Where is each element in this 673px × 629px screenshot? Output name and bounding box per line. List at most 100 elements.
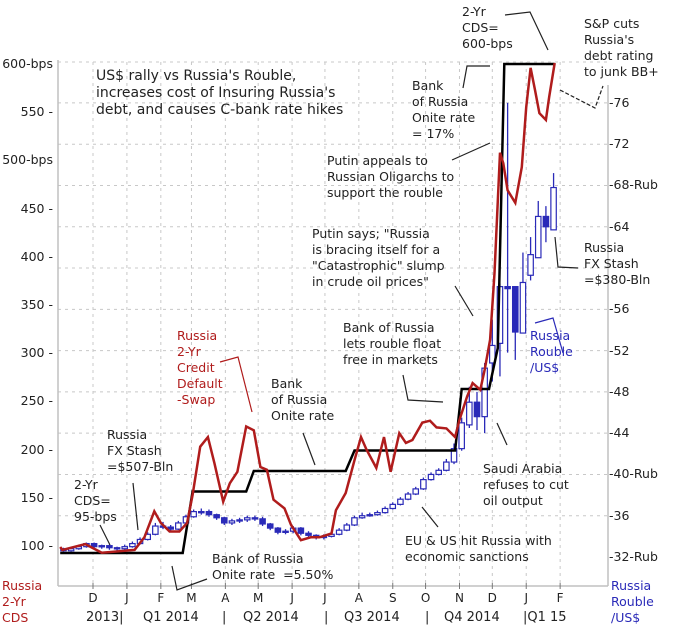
rouble-candle bbox=[236, 517, 243, 523]
candle-body bbox=[420, 479, 427, 490]
right-tick-label: -64 bbox=[609, 218, 630, 234]
candle-body bbox=[228, 520, 236, 524]
candle-body bbox=[106, 545, 113, 549]
period-label-q1-15: |Q1 15 bbox=[523, 610, 567, 625]
rouble-candle bbox=[259, 516, 266, 527]
candle-body bbox=[519, 281, 527, 334]
rouble-candle bbox=[458, 417, 465, 451]
rouble-candle bbox=[205, 509, 213, 517]
candle-body bbox=[205, 510, 213, 516]
chart-title: US$ rally vs Russia's Rouble, increases … bbox=[96, 68, 344, 118]
rouble-candle bbox=[511, 286, 519, 360]
annotation-saudi: Saudi Arabia refuses to cut oil output bbox=[483, 461, 569, 508]
right-tick-label: -68-Rub bbox=[609, 177, 658, 193]
candle-body bbox=[443, 461, 450, 471]
period-label-q3-2014: Q3 2014 bbox=[344, 610, 400, 625]
rouble-candle bbox=[519, 252, 527, 334]
rouble-candle bbox=[527, 237, 534, 281]
rouble-candle bbox=[450, 443, 458, 465]
period-separator: | bbox=[324, 610, 329, 625]
period-label-q2-2014: Q2 2014 bbox=[243, 610, 299, 625]
leader-cds-95 bbox=[99, 524, 111, 546]
candle-body bbox=[450, 448, 458, 463]
rouble-candle bbox=[404, 491, 412, 501]
rouble-candle bbox=[213, 513, 220, 520]
candle-body bbox=[366, 514, 374, 517]
candle-body bbox=[129, 542, 136, 548]
annotation-leader-lines bbox=[99, 11, 604, 591]
period-label-q4-2014: Q4 2014 bbox=[444, 610, 500, 625]
rouble-candle bbox=[420, 477, 427, 490]
rouble-candle bbox=[412, 486, 420, 496]
candle-body bbox=[190, 510, 197, 518]
left-tick-label: 350 - bbox=[20, 297, 53, 312]
rouble-candle bbox=[335, 528, 343, 536]
rouble-candle bbox=[152, 522, 159, 536]
month-label: D bbox=[487, 591, 497, 605]
leader-rouble-float bbox=[402, 374, 444, 403]
rouble-candle bbox=[358, 512, 366, 519]
leader-rouble-series bbox=[534, 317, 564, 354]
annotation-rate-550: Bank of Russia Onite rate =5.50% bbox=[212, 551, 334, 582]
candle-body bbox=[90, 542, 98, 548]
candle-body bbox=[167, 526, 174, 530]
rouble-candle bbox=[427, 472, 435, 481]
candle-body bbox=[473, 401, 481, 418]
left-tick-label: 500-bps bbox=[2, 152, 53, 168]
leader-rate-550 bbox=[171, 565, 208, 591]
annotation-putin-appeals: Putin appeals to Russian Oligarchs to su… bbox=[327, 153, 455, 200]
annotation-cds-600: 2-Yr CDS= 600-bps bbox=[462, 4, 513, 51]
rouble-candle bbox=[251, 515, 259, 521]
leader-cds-series bbox=[219, 356, 253, 413]
leader-putin-appeals bbox=[451, 142, 491, 161]
left-tick-label: 400 - bbox=[20, 248, 53, 264]
leader-fx-380 bbox=[554, 236, 579, 269]
axis-ticks bbox=[92, 583, 561, 589]
month-label: M bbox=[186, 591, 197, 605]
left-tick-label: 450 - bbox=[20, 200, 53, 216]
candle-body bbox=[243, 517, 251, 521]
rouble-candle bbox=[274, 527, 282, 535]
annotation-sanctions: EU & US hit Russia with economic sanctio… bbox=[405, 533, 552, 564]
candle-body bbox=[527, 254, 534, 276]
left-tick-label: 550 - bbox=[20, 104, 53, 120]
rouble-candle bbox=[297, 527, 305, 536]
candle-body bbox=[198, 510, 205, 514]
month-label: A bbox=[221, 591, 230, 605]
month-label: D bbox=[88, 591, 98, 605]
rouble-candle bbox=[175, 520, 182, 531]
candle-body bbox=[274, 527, 282, 533]
annotation-cds-95: 2-Yr CDS= 95-bps bbox=[74, 477, 117, 524]
rouble-candle bbox=[366, 512, 374, 517]
rouble-candle bbox=[228, 518, 236, 526]
candle-body bbox=[458, 422, 465, 450]
rouble-candle bbox=[542, 206, 550, 243]
rouble-candle bbox=[343, 522, 351, 532]
rouble-candle bbox=[473, 391, 481, 431]
candle-body bbox=[412, 488, 420, 495]
leader-sanctions bbox=[421, 506, 439, 528]
annotation-putin-says: Putin says; "Russia is bracing itself fo… bbox=[312, 226, 445, 289]
right-tick-label: -76 bbox=[609, 94, 630, 110]
left-tick-label: 100 - bbox=[20, 538, 53, 553]
right-tick-label: -32-Rub bbox=[609, 549, 658, 564]
rouble-candle bbox=[167, 525, 174, 532]
month-label: M bbox=[253, 591, 264, 605]
cds-line bbox=[59, 62, 556, 554]
rouble-candle bbox=[381, 506, 389, 514]
candle-body bbox=[542, 215, 550, 228]
candle-body bbox=[534, 215, 542, 259]
onite-rate-step-line bbox=[60, 62, 555, 555]
right-tick-label: -52 bbox=[609, 342, 630, 358]
rouble-candle bbox=[504, 102, 511, 353]
candle-body bbox=[213, 514, 220, 519]
leader-rate-17 bbox=[462, 65, 490, 89]
month-label: J bbox=[290, 591, 294, 605]
rouble-candle bbox=[282, 529, 289, 535]
month-label: J bbox=[125, 591, 129, 605]
rouble-candle bbox=[397, 497, 404, 506]
rouble-candle bbox=[534, 200, 542, 259]
candle-body bbox=[297, 527, 305, 534]
month-label: O bbox=[420, 591, 431, 605]
